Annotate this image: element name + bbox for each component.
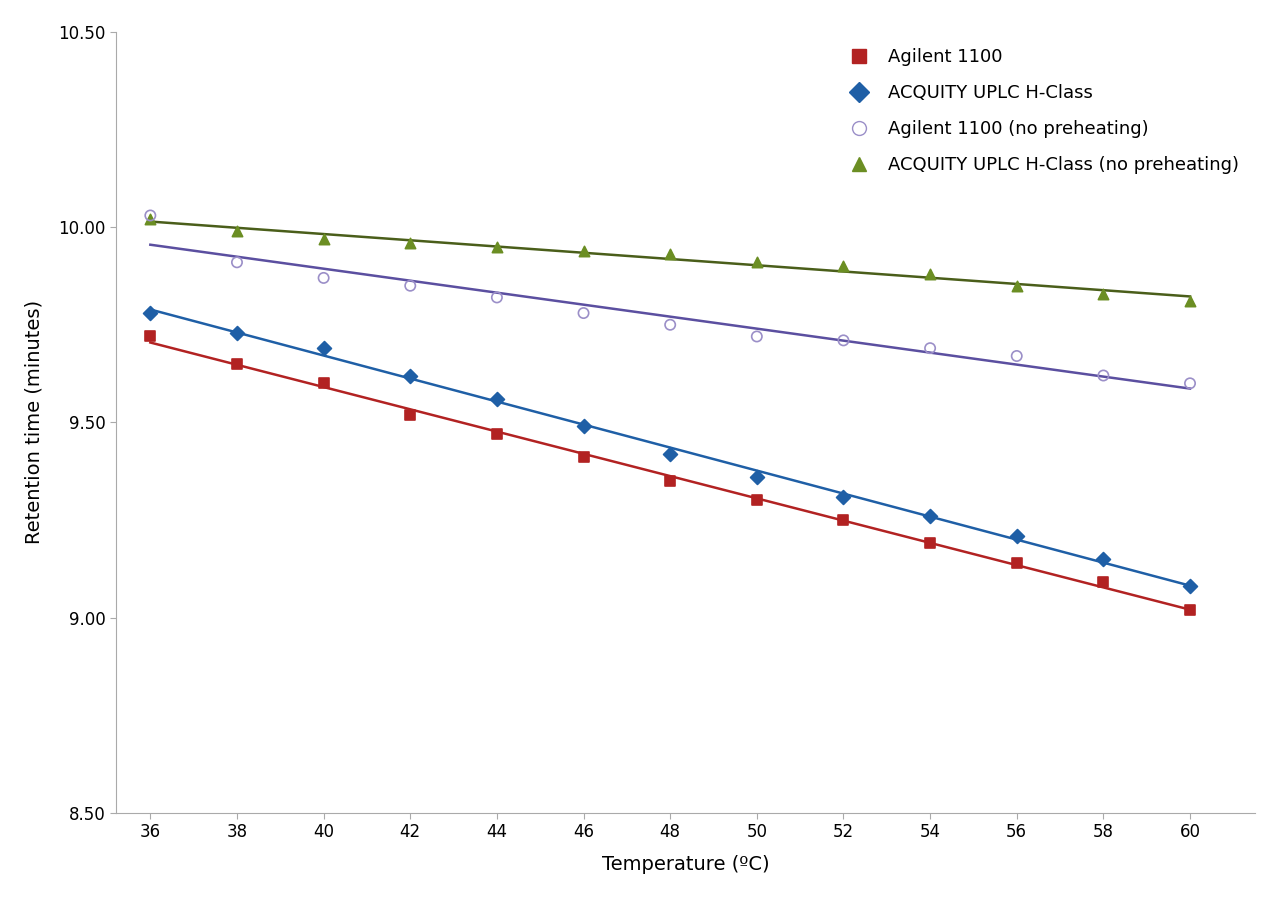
Point: [660, 247, 681, 262]
Point: [573, 244, 594, 258]
Point: [1180, 376, 1201, 390]
Point: [140, 329, 160, 343]
Point: [746, 470, 767, 485]
Point: [314, 271, 334, 285]
Legend: Agilent 1100, ACQUITY UPLC H-Class, Agilent 1100 (no preheating), ACQUITY UPLC H: Agilent 1100, ACQUITY UPLC H-Class, Agil…: [833, 41, 1245, 182]
Point: [746, 329, 767, 343]
Point: [573, 306, 594, 320]
Point: [314, 341, 334, 355]
Point: [401, 279, 421, 293]
Point: [833, 512, 854, 527]
Point: [573, 450, 594, 465]
Point: [920, 509, 941, 523]
Point: [833, 489, 854, 503]
Point: [140, 306, 160, 320]
Point: [401, 236, 421, 250]
Point: [486, 392, 507, 406]
Point: [1093, 287, 1114, 301]
Y-axis label: Retention time (minutes): Retention time (minutes): [26, 300, 44, 545]
Point: [1180, 294, 1201, 308]
X-axis label: Temperature (ºC): Temperature (ºC): [602, 855, 769, 874]
Point: [314, 232, 334, 246]
Point: [1006, 529, 1027, 543]
Point: [746, 494, 767, 508]
Point: [660, 474, 681, 488]
Point: [401, 407, 421, 422]
Point: [1180, 579, 1201, 593]
Point: [486, 290, 507, 305]
Point: [660, 317, 681, 332]
Point: [1093, 575, 1114, 590]
Point: [833, 334, 854, 348]
Point: [227, 224, 247, 238]
Point: [920, 536, 941, 550]
Point: [140, 209, 160, 223]
Point: [314, 376, 334, 390]
Point: [401, 369, 421, 383]
Point: [227, 255, 247, 270]
Point: [833, 259, 854, 273]
Point: [1006, 556, 1027, 570]
Point: [573, 419, 594, 433]
Point: [227, 325, 247, 340]
Point: [1093, 369, 1114, 383]
Point: [1093, 552, 1114, 566]
Point: [920, 341, 941, 355]
Point: [1006, 279, 1027, 293]
Point: [486, 427, 507, 441]
Point: [227, 357, 247, 371]
Point: [1006, 349, 1027, 363]
Point: [140, 212, 160, 227]
Point: [1180, 602, 1201, 617]
Point: [486, 239, 507, 254]
Point: [746, 255, 767, 270]
Point: [920, 267, 941, 281]
Point: [660, 447, 681, 461]
